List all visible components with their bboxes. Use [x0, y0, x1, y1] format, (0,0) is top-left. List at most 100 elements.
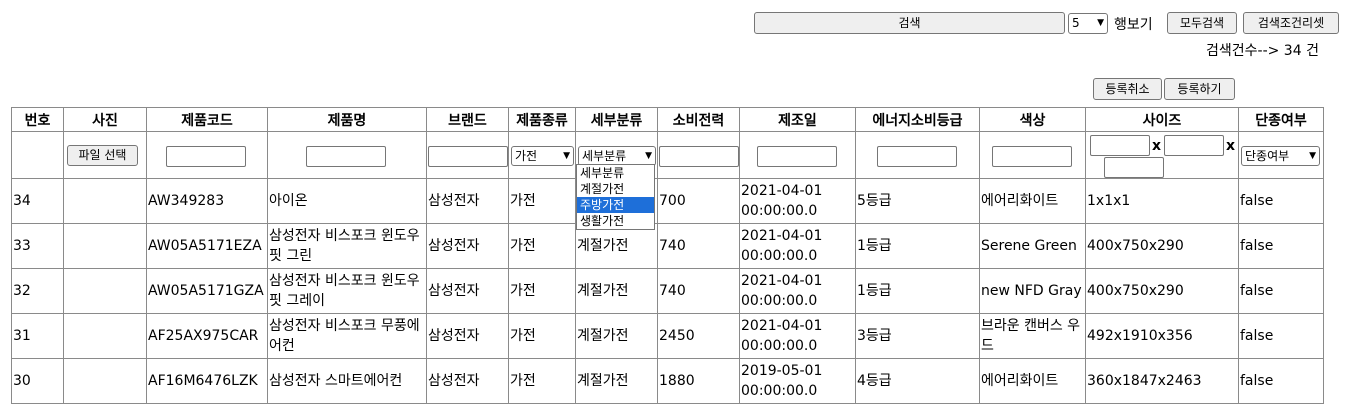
brand-input[interactable] [428, 146, 508, 167]
table-row: 33 AW05A5171EZA 삼성전자 비스포크 윈도우핏 그린 삼성전자 가전 계절가… [11, 223, 1324, 269]
dropdown-option[interactable]: 계절가전 [580, 182, 625, 196]
subcategory-select-value: 세부분류 [582, 149, 627, 163]
dropdown-option[interactable]: 세부분류 [580, 166, 625, 180]
cell-date: 2021-04-01 00:00:00.0 [739, 268, 856, 314]
date-input[interactable] [757, 146, 837, 167]
cell-subcategory: 계절가전 [575, 268, 658, 314]
cell-color: Serene Green [979, 223, 1086, 269]
cell-number: 34 [11, 178, 64, 224]
size-depth-input[interactable] [1104, 157, 1164, 178]
cell-type: 가전 [508, 178, 576, 224]
header-size: 사이즈 [1085, 107, 1239, 132]
cell-subcategory: 계절가전 [575, 223, 658, 269]
color-input[interactable] [992, 146, 1072, 167]
cell-power: 740 [657, 223, 740, 269]
file-select-button[interactable]: 파일 선택 [67, 145, 138, 166]
cell-discontinued: false [1238, 223, 1324, 269]
size-width-input[interactable] [1090, 135, 1150, 156]
cell-color: 에어리화이트 [979, 178, 1086, 224]
cell-photo [63, 223, 147, 269]
header-date: 제조일 [739, 107, 856, 132]
header-photo: 사진 [63, 107, 147, 132]
cell-power: 740 [657, 268, 740, 314]
cell-color: new NFD Gray [979, 268, 1086, 314]
header-subcategory: 세부분류 [575, 107, 658, 132]
dropdown-option-highlighted[interactable]: 주방가전 [577, 197, 654, 213]
register-button[interactable]: 등록하기 [1164, 78, 1235, 100]
table-row: 34 AW349283 아이온 삼성전자 가전 700 2021-04-01 00:00:0… [11, 178, 1324, 224]
cell-type: 가전 [508, 268, 576, 314]
rows-per-page-value: 5 [1072, 16, 1080, 30]
size-x-separator: x [1152, 138, 1162, 154]
chevron-down-icon: ▼ [1309, 151, 1316, 161]
cell-power: 1880 [657, 358, 740, 404]
cell-power: 2450 [657, 313, 740, 359]
cell-photo [63, 268, 147, 314]
cell-discontinued: false [1238, 178, 1324, 224]
cell-energy-grade: 5등급 [855, 178, 980, 224]
header-name: 제품명 [267, 107, 427, 132]
table-header-row: 번호 사진 제품코드 제품명 브랜드 제품종류 세부분류 소비전력 제조일 에너… [11, 107, 1324, 132]
cell-color: 에어리화이트 [979, 358, 1086, 404]
cell-brand: 삼성전자 [426, 313, 509, 359]
chevron-down-icon: ▼ [645, 151, 652, 161]
cancel-register-button[interactable]: 등록취소 [1093, 78, 1162, 100]
cell-photo [63, 358, 147, 404]
search-all-button[interactable]: 모두검색 [1167, 12, 1237, 34]
header-type: 제품종류 [508, 107, 576, 132]
cell-code: AF16M6476LZK [146, 358, 268, 404]
cell-type: 가전 [508, 313, 576, 359]
name-input[interactable] [306, 146, 386, 167]
discontinued-select[interactable]: 단종여부 ▼ [1241, 146, 1320, 166]
cell-number: 33 [11, 223, 64, 269]
cell-name: 삼성전자 스마트에어컨 [267, 358, 427, 404]
cell-number: 30 [11, 358, 64, 404]
search-button[interactable]: 검색 [754, 12, 1065, 34]
cell-subcategory: 계절가전 [575, 358, 658, 404]
cell-size: 400x750x290 [1085, 268, 1239, 314]
cell-discontinued: false [1238, 313, 1324, 359]
size-height-input[interactable] [1164, 135, 1224, 156]
reset-search-button[interactable]: 검색조건리셋 [1243, 12, 1339, 34]
cell-type: 가전 [508, 223, 576, 269]
subcategory-select[interactable]: 세부분류 ▼ [578, 146, 656, 166]
cell-subcategory: 계절가전 [575, 313, 658, 359]
cell-code: AW349283 [146, 178, 268, 224]
size-x-separator-2: x [1226, 138, 1236, 154]
cell-number: 32 [11, 268, 64, 314]
cell-name: 삼성전자 비스포크 무풍에어컨 [267, 313, 427, 359]
power-input[interactable] [659, 146, 739, 167]
chevron-down-icon: ▼ [1097, 18, 1104, 28]
cell-power: 700 [657, 178, 740, 224]
discontinued-select-value: 단종여부 [1245, 149, 1290, 163]
code-input[interactable] [166, 146, 246, 167]
energy-grade-input[interactable] [877, 146, 957, 167]
subcategory-dropdown-list: 세부분류 계절가전 주방가전 생활가전 [576, 164, 655, 230]
cell-name: 삼성전자 비스포크 윈도우핏 그레이 [267, 268, 427, 314]
table-row: 31 AF25AX975CAR 삼성전자 비스포크 무풍에어컨 삼성전자 가전 계절가전 2… [11, 313, 1324, 359]
type-select-value: 가전 [515, 149, 538, 163]
header-code: 제품코드 [146, 107, 268, 132]
cell-discontinued: false [1238, 358, 1324, 404]
table-row: 30 AF16M6476LZK 삼성전자 스마트에어컨 삼성전자 가전 계절가전 1880 2… [11, 358, 1324, 404]
cell-size: 400x750x290 [1085, 223, 1239, 269]
cell-date: 2021-04-01 00:00:00.0 [739, 223, 856, 269]
cell-brand: 삼성전자 [426, 223, 509, 269]
cell-discontinued: false [1238, 268, 1324, 314]
cell-number: 31 [11, 313, 64, 359]
type-select[interactable]: 가전 ▼ [511, 146, 574, 166]
cell-photo [63, 178, 147, 224]
cell-name: 삼성전자 비스포크 윈도우핏 그린 [267, 223, 427, 269]
cell-code: AF25AX975CAR [146, 313, 268, 359]
table-row: 32 AW05A5171GZA 삼성전자 비스포크 윈도우핏 그레이 삼성전자 가전 계절… [11, 268, 1324, 314]
cell-energy-grade: 1등급 [855, 268, 980, 314]
chevron-down-icon: ▼ [563, 151, 570, 161]
header-brand: 브랜드 [426, 107, 509, 132]
header-energy-grade: 에너지소비등급 [855, 107, 980, 132]
cell-type: 가전 [508, 358, 576, 404]
cell-photo [63, 313, 147, 359]
product-table: 번호 사진 제품코드 제품명 브랜드 제품종류 세부분류 소비전력 제조일 에너… [11, 107, 1324, 404]
rows-per-page-select[interactable]: 5 ▼ [1068, 13, 1108, 34]
dropdown-option[interactable]: 생활가전 [580, 214, 625, 228]
filter-row: 파일 선택 가전 ▼ 세부분류 ▼ x x [11, 131, 1324, 179]
